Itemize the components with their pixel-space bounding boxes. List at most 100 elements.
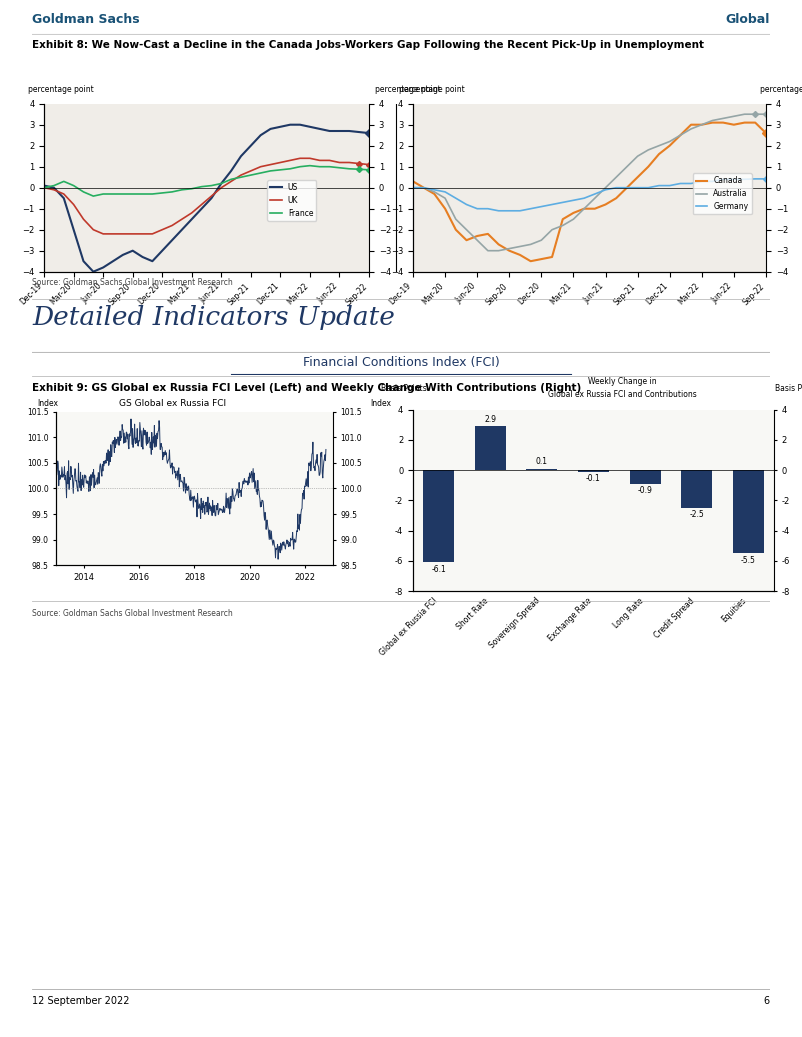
Canada [579,202,589,215]
France [138,188,148,200]
Text: percentage point: percentage point [28,85,94,93]
Australia [537,234,546,247]
Germany [761,172,771,185]
Text: Global ex Russia FCI and Contributions: Global ex Russia FCI and Contributions [548,390,697,399]
UK [207,190,217,202]
Australia [611,171,621,184]
Text: Goldman Sachs: Goldman Sachs [32,12,140,26]
UK [334,157,344,169]
Bar [526,469,557,470]
France [177,184,187,196]
Text: Basis Points: Basis Points [381,385,427,393]
Canada [451,223,460,235]
Canada [729,118,739,131]
Australia [494,245,504,257]
Canada [697,118,707,131]
UK [59,188,69,200]
UK [265,159,275,171]
UK [256,161,265,173]
Text: Weekly Change in: Weekly Change in [588,377,657,386]
Germany [526,202,536,215]
Germany [739,173,749,186]
Australia [719,112,728,124]
US [99,261,108,274]
Canada [547,251,557,263]
Australia [633,150,642,163]
Australia [472,234,482,247]
Australia [665,135,674,147]
Australia [430,186,439,198]
Australia [547,223,557,235]
Canada [558,213,568,225]
US [236,150,245,163]
France [128,188,137,200]
Canada [483,228,492,241]
UK [108,228,118,241]
Canada [654,148,664,161]
France [187,183,196,195]
UK [295,152,305,165]
France [295,161,305,173]
Canada [739,116,749,129]
US [226,165,236,177]
Text: Index: Index [370,398,391,408]
Canada [408,175,418,188]
Germany [451,192,460,204]
Germany [440,186,450,198]
Text: Basis Points: Basis Points [775,385,802,393]
Australia [739,108,749,120]
Canada [707,116,717,129]
France [265,165,275,177]
Text: Exhibit 9: GS Global ex Russia FCI Level (Left) and Weekly Change With Contribut: Exhibit 9: GS Global ex Russia FCI Level… [32,384,581,393]
Text: Exhibit 8: We Now-Cast a Decline in the Canada Jobs-Workers Gap Following the Re: Exhibit 8: We Now-Cast a Decline in the … [32,40,704,50]
Australia [751,108,760,120]
France [79,186,88,198]
France [196,180,206,193]
Australia [515,241,525,253]
France [69,179,79,192]
Canada [719,116,728,129]
UK [305,152,314,165]
Canada [430,188,439,200]
Text: Global: Global [726,12,770,26]
US [157,245,167,257]
France [236,171,245,184]
Legend: Canada, Australia, Germany: Canada, Australia, Germany [693,173,751,214]
UK [226,175,236,188]
US [88,265,98,278]
France [276,164,286,176]
Germany [472,202,482,215]
Canada [622,181,632,194]
US [177,223,187,235]
France [246,169,256,181]
US [69,223,79,235]
Line: France: France [44,166,369,196]
Canada [462,234,472,247]
France [59,175,69,188]
France [88,190,98,202]
US [79,255,88,268]
Germany [408,181,418,194]
UK [168,219,177,231]
Germany [611,181,621,194]
US [118,249,128,261]
Germany [430,184,439,196]
UK [325,155,334,167]
Line: Canada: Canada [413,122,766,261]
Australia [526,239,536,251]
Canada [633,171,642,184]
UK [79,213,88,225]
Germany [687,177,696,190]
Text: 2.9: 2.9 [484,415,496,424]
US [354,125,364,138]
UK [217,181,226,194]
Australia [579,202,589,215]
Line: Germany: Germany [413,178,766,211]
Australia [558,219,568,231]
France [325,161,334,173]
Germany [675,177,685,190]
Germany [729,173,739,186]
UK [49,184,59,196]
US [276,120,286,133]
Canada [675,129,685,141]
